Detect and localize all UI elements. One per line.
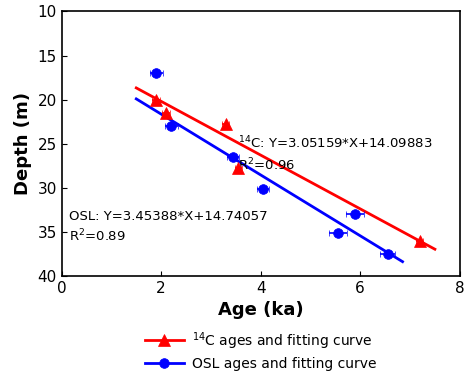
Y-axis label: Depth (m): Depth (m) — [14, 92, 32, 195]
Text: $^{14}$C: Y=3.05159*X+14.09883
R$^{2}$=0.96: $^{14}$C: Y=3.05159*X+14.09883 R$^{2}$=0… — [238, 135, 433, 173]
Legend: $^{14}$C ages and fitting curve, OSL ages and fitting curve: $^{14}$C ages and fitting curve, OSL age… — [145, 330, 376, 372]
Text: OSL: Y=3.45388*X+14.74057
R$^{2}$=0.89: OSL: Y=3.45388*X+14.74057 R$^{2}$=0.89 — [69, 210, 268, 245]
X-axis label: Age (ka): Age (ka) — [218, 301, 303, 319]
